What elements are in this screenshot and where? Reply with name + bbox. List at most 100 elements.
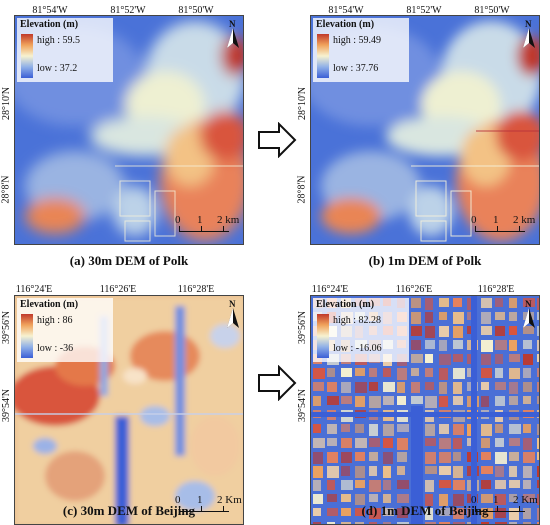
city-block: [397, 396, 406, 405]
dem-map-polk-1m: Elevation (m) high : 59.49 low : 37.76 N…: [310, 15, 540, 245]
city-block: [537, 424, 539, 435]
city-block: [397, 466, 405, 475]
city-block: [313, 452, 323, 464]
legend-title: Elevation (m): [20, 299, 79, 310]
legend-high: high : 86: [37, 315, 73, 326]
lat-tick-1: 39°56'N: [297, 310, 309, 345]
legend-high: high : 59.49: [333, 35, 382, 46]
city-block: [383, 494, 391, 503]
city-block: [481, 424, 492, 436]
north-label: N: [525, 299, 532, 309]
caption-d: (d) 1m DEM of Beijing: [361, 503, 489, 518]
scale-one: 1: [493, 494, 499, 506]
city-block: [537, 452, 539, 460]
city-block: [523, 354, 533, 365]
city-block: [327, 452, 338, 463]
city-block: [383, 424, 394, 436]
scale-one: 1: [197, 494, 203, 506]
city-block: [537, 466, 539, 477]
city-block: [509, 424, 521, 434]
city-block: [509, 340, 517, 351]
city-block: [411, 368, 419, 376]
city-block: [481, 494, 493, 503]
city-block: [495, 508, 506, 518]
scale-bar: 0 1 2 km: [175, 214, 239, 238]
city-block: [327, 480, 335, 490]
legend-low: low : -36: [37, 343, 74, 354]
legend-low: low : -16.06: [333, 343, 382, 354]
lon-tick-1: 116°24'E: [311, 284, 349, 295]
city-block: [341, 396, 352, 404]
city-block: [509, 494, 517, 502]
city-block: [481, 354, 491, 365]
city-block: [397, 494, 409, 503]
city-block: [411, 382, 420, 393]
elevation-legend: Elevation (m) high : 82.28 low : -16.06: [313, 298, 409, 362]
city-block: [425, 368, 433, 377]
city-block: [523, 438, 532, 450]
legend-color-ramp: [317, 314, 329, 358]
city-block: [481, 480, 491, 489]
caption-c: (c) 30m DEM of Beijing: [62, 503, 196, 518]
city-block: [327, 368, 335, 377]
city-block: [509, 368, 520, 379]
city-block: [495, 382, 506, 390]
city-block: [341, 466, 350, 476]
city-block: [453, 466, 463, 478]
city-block: [425, 340, 435, 349]
scale-bar: 0 1 2 Km: [175, 494, 242, 518]
city-block: [523, 480, 531, 489]
city-block: [425, 396, 437, 408]
city-block: [537, 326, 539, 336]
city-block: [327, 396, 339, 405]
elevation-legend: Elevation (m) high : 59.5 low : 37.2: [17, 18, 113, 82]
scale-zero: 0: [471, 214, 477, 226]
lon-tick-3: 116°28'E: [477, 284, 515, 295]
city-block: [313, 466, 323, 478]
city-block: [439, 452, 451, 463]
city-block: [523, 298, 535, 307]
city-block: [495, 494, 506, 505]
city-block: [383, 508, 394, 516]
city-block: [523, 424, 531, 433]
north-arrow-icon: N: [522, 19, 536, 48]
legend-high: high : 59.5: [37, 35, 81, 46]
city-block: [481, 368, 492, 378]
city-block: [495, 424, 503, 433]
city-blocks: [313, 298, 539, 524]
city-block: [481, 396, 489, 407]
city-block: [537, 438, 539, 449]
city-block: [537, 508, 539, 520]
legend-low: low : 37.76: [333, 63, 379, 74]
city-block: [453, 312, 464, 324]
city-block: [411, 312, 421, 324]
city-block: [369, 424, 378, 436]
city-block: [425, 298, 433, 310]
city-block: [481, 382, 489, 390]
city-block: [341, 508, 351, 516]
scale-bar: 0 1 2 Km: [471, 494, 538, 518]
city-block: [411, 340, 421, 350]
city-block: [341, 382, 351, 393]
city-block: [355, 424, 364, 433]
city-block: [439, 354, 451, 365]
city-block: [509, 326, 517, 335]
city-block: [453, 438, 462, 449]
city-block: [537, 298, 539, 310]
city-block: [313, 396, 321, 406]
city-block: [383, 396, 394, 405]
city-block: [495, 354, 503, 364]
city-block: [383, 438, 393, 448]
city-block: [341, 452, 352, 463]
city-block: [453, 326, 463, 338]
city-block: [537, 382, 539, 392]
city-block: [425, 466, 437, 474]
city-block: [439, 438, 451, 449]
city-block: [509, 382, 518, 394]
city-block: [453, 424, 464, 435]
city-block: [355, 466, 365, 478]
city-block: [495, 298, 503, 307]
city-block: [313, 508, 321, 516]
city-block: [425, 494, 433, 506]
lat-tick-2: 39°54'N: [297, 388, 309, 423]
